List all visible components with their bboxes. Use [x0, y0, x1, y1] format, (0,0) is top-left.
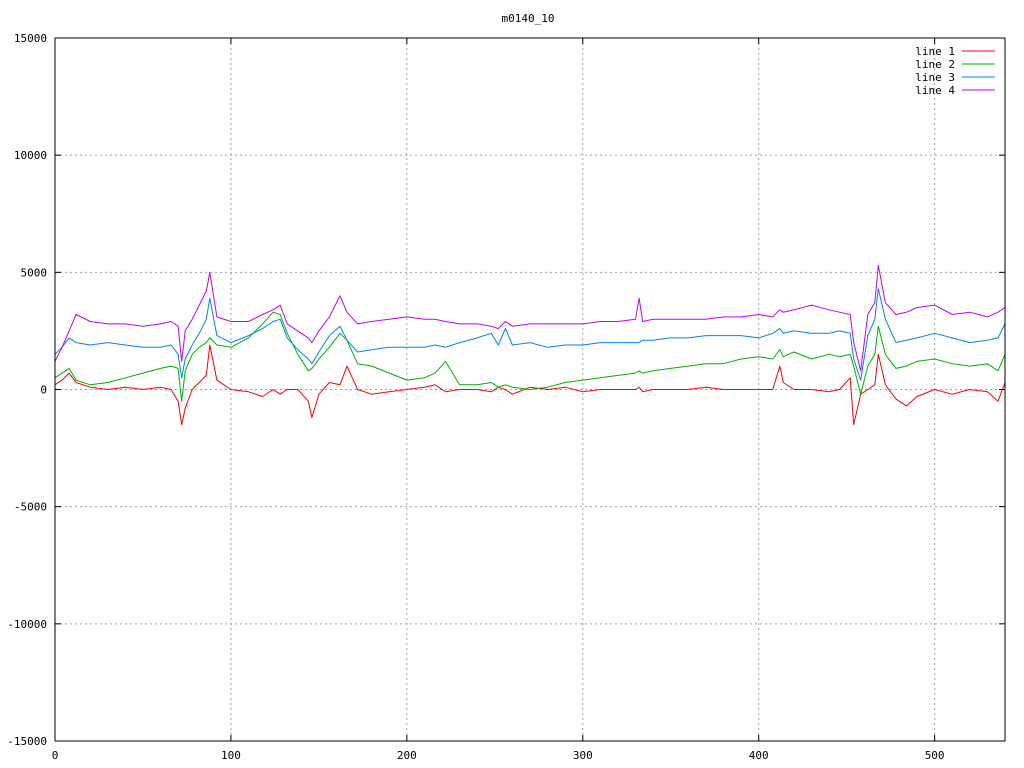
y-tick-label: -10000 [7, 618, 47, 631]
legend-label-3: line 3 [915, 71, 955, 84]
y-tick-label: 10000 [14, 149, 47, 162]
series-layer [54, 264, 1006, 426]
series-line-3 [54, 288, 1006, 381]
plot-frame [54, 37, 1006, 742]
x-tick-label: 400 [749, 749, 769, 762]
x-tick-label: 500 [925, 749, 945, 762]
x-tick-label: 300 [573, 749, 593, 762]
x-tick-label: 100 [221, 749, 241, 762]
y-tick-label: -15000 [7, 735, 47, 748]
chart-title: m0140_10 [502, 12, 555, 25]
series-line-2 [54, 311, 1006, 402]
axis-ticks: -15000 -10000 -5000 0 5000 10000 15000 0 100 200 3… [7, 32, 1005, 762]
x-tick-label: 0 [52, 749, 59, 762]
y-tick-label: 0 [40, 384, 47, 397]
y-tick-label: 15000 [14, 32, 47, 45]
series-line-4 [54, 264, 1006, 372]
legend-label-4: line 4 [915, 84, 955, 97]
legend-label-1: line 1 [915, 45, 955, 58]
x-tick-label: 200 [397, 749, 417, 762]
legend-label-2: line 2 [915, 58, 955, 71]
y-tick-label: -5000 [14, 501, 47, 514]
y-tick-label: 5000 [21, 266, 48, 279]
